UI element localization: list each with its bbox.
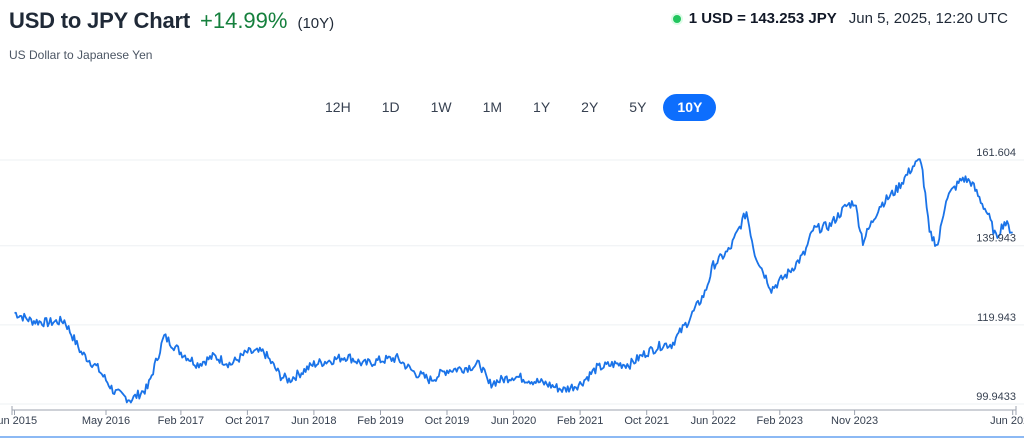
live-rate: 1 USD = 143.253 JPY Jun 5, 2025, 12:20 U…	[672, 10, 1008, 27]
x-axis-label: Feb 2021	[557, 415, 603, 427]
rate-value: 1 USD = 143.253 JPY	[688, 10, 837, 27]
y-axis-label: 139.943	[976, 233, 1016, 245]
time-range-tabs: 12H 1D 1W 1M 1Y 2Y 5Y 10Y	[311, 94, 719, 121]
x-axis-label: Oct 2021	[624, 415, 669, 427]
x-axis-label: Feb 2023	[757, 415, 803, 427]
x-axis-label: May 2016	[82, 415, 130, 427]
tab-1m[interactable]: 1M	[469, 94, 516, 121]
x-axis-label: Jun 2015	[0, 415, 37, 427]
price-chart: 161.604 139.943 119.943 99.9433 Jun 2015 May …	[0, 140, 1024, 439]
tab-5y[interactable]: 5Y	[615, 94, 660, 121]
tab-1y[interactable]: 1Y	[519, 94, 564, 121]
x-axis-label: Oct 2017	[225, 415, 270, 427]
x-axis-label: Feb 2019	[357, 415, 403, 427]
price-line	[14, 158, 1013, 404]
x-axis-label: Jun 2018	[291, 415, 336, 427]
tab-1w[interactable]: 1W	[417, 94, 466, 121]
title-row: USD to JPY Chart +14.99% (10Y)	[9, 8, 1024, 34]
y-axis-label: 99.9433	[976, 391, 1016, 403]
tab-12h[interactable]: 12H	[311, 94, 365, 121]
chart-header: USD to JPY Chart +14.99% (10Y) US Dollar…	[9, 8, 1024, 62]
percent-change: +14.99%	[200, 8, 288, 33]
x-axis-label: Jun 2022	[691, 415, 736, 427]
page-title: USD to JPY Chart	[9, 8, 190, 33]
x-axis-label: Jun 2020	[491, 415, 536, 427]
tab-1d[interactable]: 1D	[368, 94, 414, 121]
page-subtitle: US Dollar to Japanese Yen	[9, 48, 153, 62]
y-axis-label: 119.943	[977, 312, 1016, 324]
x-axis-label: Feb 2017	[158, 415, 204, 427]
tab-10y[interactable]: 10Y	[663, 94, 717, 121]
tab-2y[interactable]: 2Y	[567, 94, 612, 121]
x-axis-label: Oct 2019	[425, 415, 470, 427]
x-axis-label: Jun 2025	[990, 415, 1024, 427]
period-label: (10Y)	[297, 15, 335, 32]
x-axis-label: Nov 2023	[831, 415, 878, 427]
rate-timestamp: Jun 5, 2025, 12:20 UTC	[848, 10, 1008, 27]
y-axis-label: 161.604	[976, 147, 1016, 159]
live-status-icon	[672, 14, 681, 23]
chart-svg: 161.604 139.943 119.943 99.9433 Jun 2015 May …	[0, 147, 1024, 438]
